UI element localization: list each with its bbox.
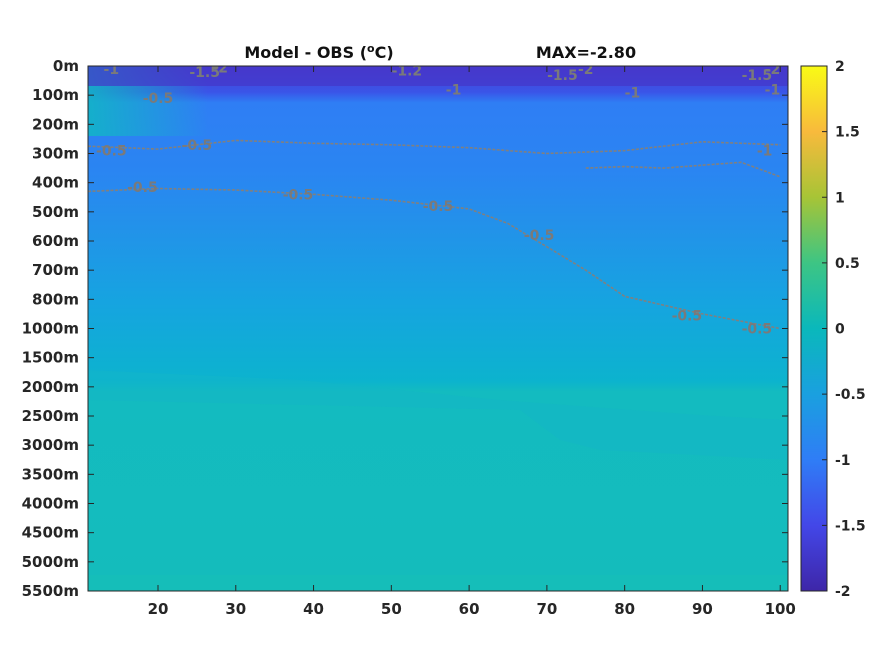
y-tick-label: 1500m: [22, 349, 79, 367]
contour-label: -1.2: [392, 63, 423, 79]
colorbar-tick-label: 1.5: [835, 125, 860, 141]
x-tick-label: 50: [381, 600, 402, 618]
y-tick-label: 3000m: [22, 436, 79, 454]
y-tick-label: 500m: [32, 203, 79, 221]
x-tick-label: 90: [692, 600, 713, 618]
contour-label: -2: [578, 62, 594, 78]
colorbar-tick-label: 0.5: [835, 256, 860, 272]
contour-label: -0.5: [672, 308, 703, 324]
y-tick-label: 800m: [32, 290, 79, 308]
y-tick-label: 2500m: [22, 407, 79, 425]
y-tick-label: 700m: [32, 261, 79, 279]
contour-label: -2: [765, 62, 781, 78]
y-tick-label: 1000m: [22, 320, 79, 338]
contour-label: -1.5: [189, 65, 220, 81]
contour-label: -0.5: [127, 180, 158, 196]
y-tick-label: 400m: [32, 174, 79, 192]
contour-label: -0.5: [742, 322, 773, 338]
contour-line: [88, 187, 781, 330]
contour-labels: -1-0.5-1.5-2-0.5-0.5-1.2 -1.5-1-1-2 -1.5-1…: [96, 60, 781, 338]
contour-label: -0.5: [524, 228, 555, 244]
x-tick-label: 30: [225, 600, 246, 618]
y-tick-label: 5500m: [22, 582, 79, 600]
y-tick-label: 2000m: [22, 378, 79, 396]
colorbar-tick-label: 1: [835, 190, 845, 206]
heatmap-background: [88, 66, 788, 591]
x-tick-label: 70: [536, 600, 557, 618]
x-axis: 20 30 40 50 60 70 80 90 100: [148, 66, 796, 618]
contour-label: -2: [212, 60, 228, 76]
contour-label: -0.5: [283, 187, 314, 203]
chart-title: Model - OBS (oC): [244, 42, 393, 62]
y-tick-label: 100m: [32, 86, 79, 104]
y-tick-label: 300m: [32, 145, 79, 163]
colorbar-tick-label: -2: [835, 584, 851, 600]
contour-label: -1.5: [742, 68, 773, 84]
contour-line: [88, 139, 781, 155]
colorbar-ticks: 2 1.5 1 0.5 0 -0.5 -1 -1.5 -2: [822, 59, 866, 600]
contour-label: -1: [625, 85, 641, 101]
contour-label: -0.5: [423, 199, 454, 215]
y-axis: 0m 100m 200m 300m 400m 500m 600m 700m 800m 1000m 1…: [22, 57, 788, 600]
x-tick-label: 60: [459, 600, 480, 618]
contour-label: -1.5: [547, 68, 578, 84]
y-tick-label: 3500m: [22, 465, 79, 483]
colorbar-tick-label: -1.5: [835, 518, 866, 534]
contour-label: -1: [446, 82, 462, 98]
heatmap-midwater-band: [88, 370, 788, 460]
y-tick-label: 200m: [32, 115, 79, 133]
contour-label: -1: [757, 144, 773, 160]
heatmap-surface-layer: [88, 66, 788, 86]
y-tick-label: 600m: [32, 232, 79, 250]
colorbar-tick-label: -1: [835, 453, 851, 469]
y-tick-label: 4500m: [22, 524, 79, 542]
contour-label: -0.5: [143, 91, 174, 107]
y-tick-label: 0m: [53, 57, 79, 75]
x-tick-label: 20: [148, 600, 169, 618]
heatmap-field: -1-0.5-1.5-2-0.5-0.5-1.2 -1.5-1-1-2 -1.5-1…: [88, 60, 788, 591]
contour-label: -0.5: [182, 138, 213, 154]
contour-label: -1: [765, 82, 781, 98]
y-tick-label: 4000m: [22, 495, 79, 513]
colorbar-tick-label: 0: [835, 322, 845, 338]
colorbar-tick-label: -0.5: [835, 387, 866, 403]
contour-line: [585, 161, 781, 178]
colorbar-tick-label: 2: [835, 59, 845, 75]
x-tick-label: 80: [614, 600, 635, 618]
max-label: MAX=-2.80: [536, 43, 636, 62]
x-tick-label: 100: [765, 600, 796, 618]
contour-lines: [88, 139, 781, 330]
contour-label: -1: [104, 62, 120, 78]
y-tick-label: 5000m: [22, 553, 79, 571]
x-tick-label: 40: [303, 600, 324, 618]
contour-label: -0.5: [96, 144, 127, 160]
heatmap-bottom-layer: [88, 575, 788, 591]
